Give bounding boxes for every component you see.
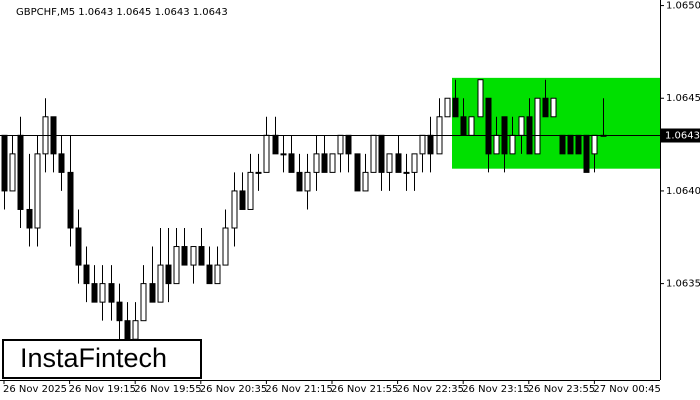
candle-body: [493, 134, 500, 155]
x-tick-label: 26 Nov 21:55: [331, 384, 398, 395]
candle-body: [75, 227, 82, 266]
candle-body: [427, 134, 434, 155]
y-tick-label: 1.0635: [666, 279, 700, 290]
candle-body: [567, 134, 574, 155]
candle-body: [337, 134, 344, 155]
candle-body: [181, 246, 188, 266]
candle-body: [132, 320, 139, 340]
y-tick-label: 1.0645: [666, 93, 700, 104]
candle-body: [468, 116, 475, 136]
candle-body: [157, 264, 164, 303]
candle-body: [91, 283, 98, 303]
candle-body: [231, 190, 238, 229]
x-tick-label: 26 Nov 19:55: [134, 384, 201, 395]
candle-body: [255, 171, 262, 174]
current-price-label: 1.0643: [665, 131, 700, 142]
candle-body: [198, 246, 205, 266]
candle-body: [108, 283, 115, 303]
candle-body: [263, 134, 270, 173]
candle-body: [370, 134, 377, 173]
candle-body: [452, 97, 459, 118]
candle-body: [362, 171, 369, 192]
candle-body: [116, 301, 123, 322]
candle-body: [395, 153, 402, 173]
x-tick-label: 26 Nov 20:35: [200, 384, 267, 395]
candle-body: [1, 134, 8, 192]
candle-body: [58, 153, 65, 173]
x-tick-label: 27 Nov 00:45: [593, 384, 660, 395]
candle-body: [304, 171, 311, 192]
candle-body: [280, 153, 287, 156]
candle-body: [550, 97, 557, 118]
candle-body: [485, 97, 492, 155]
x-tick-label: 26 Nov 22:35: [397, 384, 464, 395]
candle-body: [354, 153, 361, 192]
x-tick-label: 26 Nov 19:15: [69, 384, 136, 395]
candle-body: [149, 283, 156, 303]
candle-body: [206, 264, 213, 285]
candle-body: [214, 264, 221, 285]
x-tick-label: 26 Nov 21:15: [265, 384, 332, 395]
x-tick-label: 26 Nov 2025: [3, 384, 67, 395]
candle-body: [534, 97, 541, 155]
candle-body: [542, 97, 549, 118]
candle-body: [321, 153, 328, 173]
candle-body: [9, 153, 16, 192]
candle-body: [34, 153, 41, 229]
candle-body: [386, 153, 393, 173]
candle-body: [222, 227, 229, 266]
candle-body: [403, 171, 410, 174]
candle-body: [591, 134, 598, 155]
logo-box: [2, 339, 202, 379]
candle-body: [477, 79, 484, 118]
candle-body: [296, 171, 303, 192]
candle-body: [575, 134, 582, 155]
candle-body: [411, 153, 418, 173]
candle-body: [124, 320, 131, 340]
candle-body: [288, 153, 295, 173]
candle-body: [173, 246, 180, 285]
y-tick-label: 1.0650: [666, 1, 700, 12]
candle-body: [509, 134, 516, 155]
current-price-tag: [661, 128, 700, 143]
candle-body: [329, 153, 336, 173]
candle-body: [460, 116, 467, 136]
candle-body: [444, 97, 451, 118]
candle-body: [313, 153, 320, 173]
chart-title: GBPCHF,M5 1.0643 1.0645 1.0643 1.0643: [16, 7, 228, 18]
logo: InstaFintech: [20, 343, 167, 373]
candle-body: [67, 171, 74, 229]
candle-body: [190, 246, 197, 266]
candle-body: [83, 264, 90, 285]
candle-body: [272, 134, 279, 155]
candle-body: [559, 134, 566, 155]
candle-body: [165, 264, 172, 285]
candle-body: [419, 134, 426, 155]
candle-body: [239, 190, 246, 210]
candle-body: [378, 134, 385, 173]
candle-body: [518, 116, 525, 136]
candle-body: [17, 134, 24, 210]
candle-body: [583, 134, 590, 173]
candle-body: [140, 283, 147, 322]
candle-body: [99, 283, 106, 303]
x-tick-label: 26 Nov 23:15: [462, 384, 529, 395]
candle-body: [345, 134, 352, 155]
candle-body: [26, 208, 33, 229]
x-tick-label: 26 Nov 23:55: [528, 384, 595, 395]
y-tick-label: 1.0640: [666, 186, 700, 197]
candle-body: [247, 171, 254, 210]
